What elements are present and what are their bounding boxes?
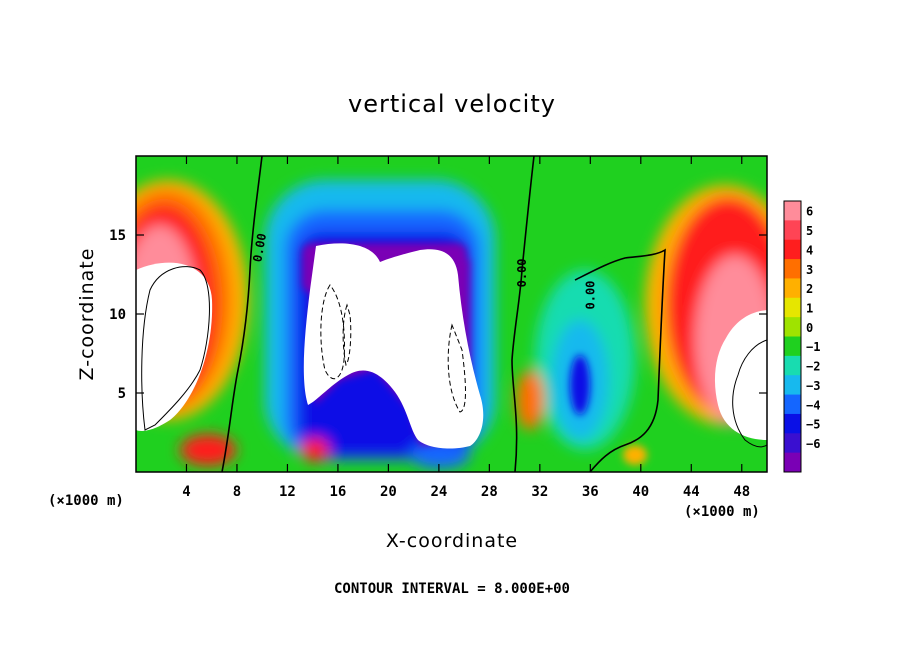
colorbar: 6 5 4 3 2 1 0 −1 −2 −3 −4 −5 −6 <box>783 200 820 473</box>
colorbar-swatch <box>784 201 801 221</box>
x-tick-label: 36 <box>582 484 599 500</box>
negative-contour-1 <box>320 284 345 380</box>
colorbar-tick-label: 0 <box>806 321 813 335</box>
x-unit-label-right: (×1000 m) <box>684 504 760 520</box>
heatmap-field <box>136 156 767 472</box>
colorbar-tick-label: 2 <box>806 282 813 296</box>
colorbar-swatch <box>784 278 801 299</box>
positive-contour-left <box>141 266 210 431</box>
colorbar-swatch <box>784 317 801 337</box>
colorbar-swatch <box>784 413 801 434</box>
saturated-region-right <box>714 310 767 440</box>
chart-title: vertical velocity <box>348 90 556 118</box>
colorbar-tick-label: 5 <box>806 224 813 238</box>
x-unit-label: (×1000 m) <box>48 493 124 509</box>
contour-label: 0.00 <box>515 258 529 287</box>
colorbar-swatch <box>784 239 801 260</box>
colorbar-swatch <box>784 355 801 376</box>
x-tick-label: 8 <box>233 484 241 500</box>
x-tick-label: 24 <box>430 484 447 500</box>
x-tick-label: 48 <box>733 484 750 500</box>
positive-contour-right <box>732 339 767 448</box>
x-tick-label: 40 <box>632 484 649 500</box>
x-axis-ticks: 4 8 12 16 20 24 28 32 36 40 44 48 <box>182 156 750 500</box>
colorbar-swatch <box>784 297 801 318</box>
colorbar-swatch <box>784 375 801 396</box>
x-tick-label: 44 <box>683 484 700 500</box>
y-tick-label: 5 <box>118 386 126 402</box>
colorbar-swatch <box>784 452 801 473</box>
colorbar-swatch <box>784 220 801 241</box>
saturated-region-left <box>136 262 213 431</box>
x-tick-label: 4 <box>182 484 190 500</box>
y-axis-label: Z-coordinate <box>76 248 98 381</box>
x-axis-label: X-coordinate <box>386 530 518 552</box>
contour-labels: 0.00 0.00 0.00 <box>250 232 597 310</box>
zero-contour-right <box>574 248 666 472</box>
saturated-region-central <box>303 243 484 449</box>
colorbar-tick-label: 4 <box>806 243 813 257</box>
zero-contour-middle <box>511 156 535 472</box>
x-tick-label: 12 <box>279 484 296 500</box>
colorbar-tick-label: −3 <box>806 379 820 393</box>
colorbar-tick-label: 6 <box>806 205 813 219</box>
y-axis-ticks: 5 10 15 <box>109 228 767 402</box>
x-tick-label: 20 <box>380 484 397 500</box>
contour-label: 0.00 <box>250 232 269 263</box>
colorbar-tick-label: −2 <box>806 360 820 374</box>
y-tick-label: 10 <box>109 307 126 323</box>
colorbar-tick-label: 3 <box>806 263 813 277</box>
colorbar-tick-label: −5 <box>806 418 820 432</box>
colorbar-tick-label: −6 <box>806 437 820 451</box>
colorbar-swatch <box>784 336 801 357</box>
negative-contour-3 <box>447 323 466 413</box>
zero-contour-left <box>221 156 263 472</box>
x-tick-label: 28 <box>481 484 498 500</box>
colorbar-frame <box>783 200 802 473</box>
contour-interval-footer: CONTOUR INTERVAL = 8.000E+00 <box>334 581 570 597</box>
negative-contour-2 <box>342 303 352 367</box>
colorbar-swatch <box>784 259 801 279</box>
colorbar-swatch <box>784 433 801 454</box>
colorbar-swatch <box>784 394 801 415</box>
colorbar-tick-label: −4 <box>806 398 820 412</box>
x-tick-label: 16 <box>329 484 346 500</box>
colorbar-tick-label: −1 <box>806 340 820 354</box>
x-tick-label: 32 <box>531 484 548 500</box>
colorbar-tick-label: 1 <box>806 301 813 315</box>
y-tick-label: 15 <box>109 228 126 244</box>
contour-label: 0.00 <box>583 281 597 310</box>
